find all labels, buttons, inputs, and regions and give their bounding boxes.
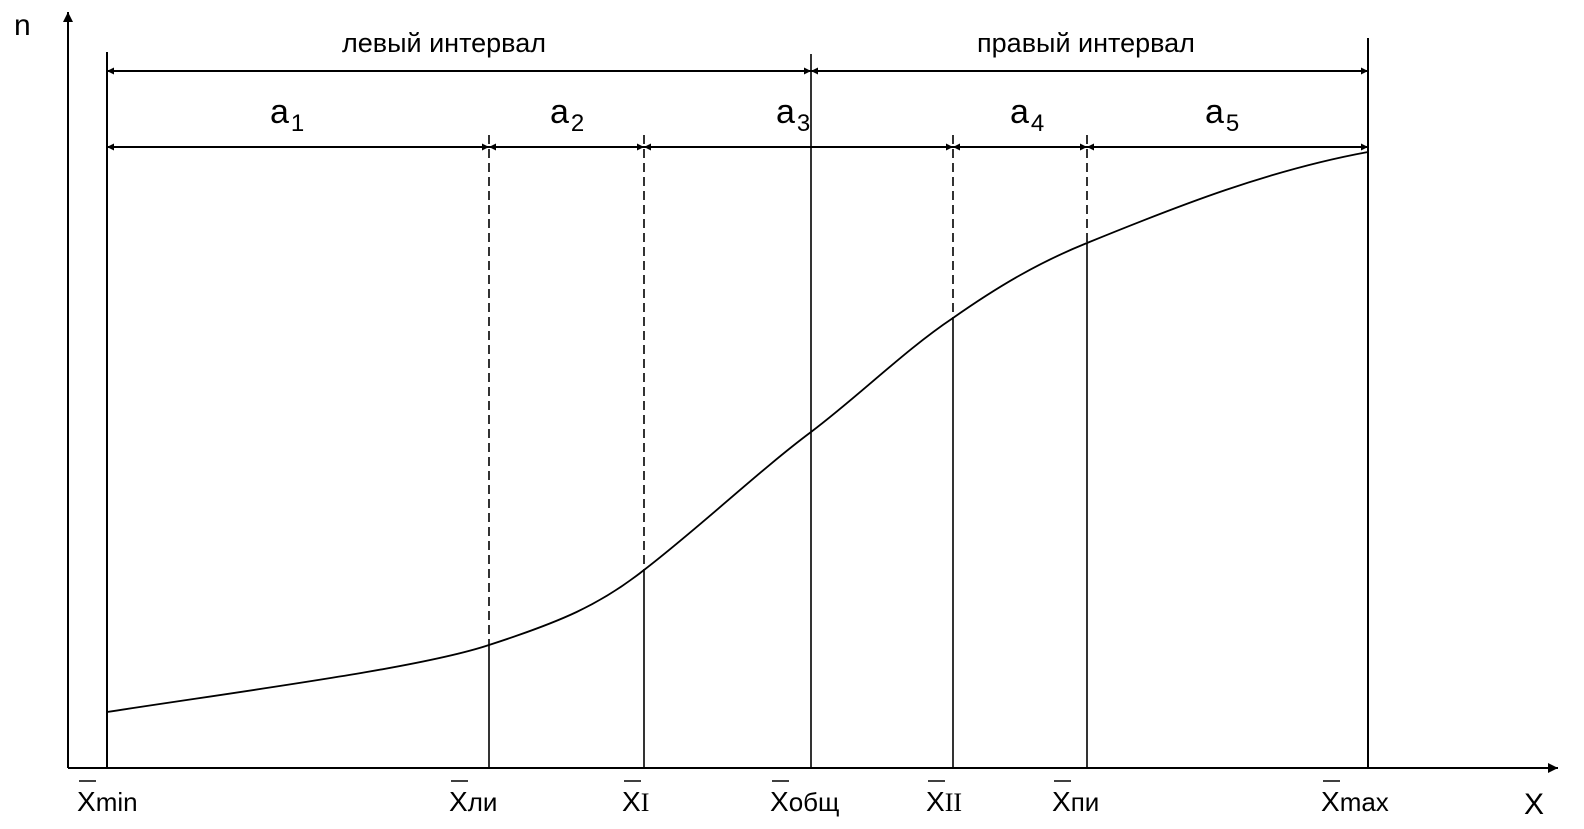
point-label-xii: XII: [926, 780, 962, 817]
point-label-xmax: Xmax: [1321, 780, 1389, 817]
svg-text:Xобщ: Xобщ: [770, 786, 839, 817]
svg-text:Xmax: Xmax: [1321, 786, 1389, 817]
svg-text:Xли: Xли: [449, 786, 497, 817]
y-axis-label: n: [14, 9, 31, 42]
left-interval-label: левый интервал: [342, 28, 546, 58]
segment-a5-label: a5: [1205, 93, 1239, 137]
x-axis-label: X: [1524, 788, 1544, 821]
segment-a2-label: a2: [550, 93, 584, 137]
segment-a4-label: a4: [1010, 93, 1044, 137]
point-label-xpi: Xпи: [1052, 780, 1099, 817]
point-label-xi: XI: [622, 780, 649, 817]
point-label-xmin: Xmin: [77, 780, 138, 817]
svg-text:Xmin: Xmin: [77, 786, 138, 817]
distribution-curve: [106, 151, 1369, 713]
segment-a3-label: a3: [776, 93, 810, 137]
svg-text:XI: XI: [622, 786, 649, 817]
point-label-xobsh: Xобщ: [770, 780, 839, 817]
segment-a1-label: a1: [270, 93, 304, 137]
svg-text:Xпи: Xпи: [1052, 786, 1099, 817]
svg-text:XII: XII: [926, 786, 962, 817]
point-label-xli: Xли: [449, 780, 497, 817]
right-interval-label: правый интервал: [977, 28, 1195, 58]
